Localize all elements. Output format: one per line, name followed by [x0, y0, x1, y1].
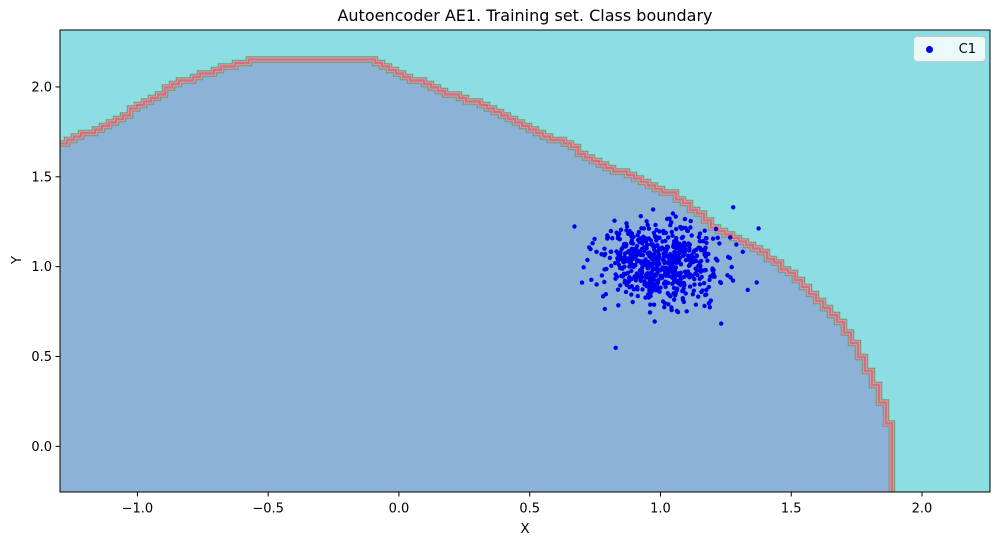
y-tick-label: 0.0	[31, 440, 52, 455]
region-class-inner	[60, 59, 892, 492]
x-tick-label: 2.0	[912, 502, 933, 517]
axis-tick-labels: −1.0 −0.5 0.0 0.5 1.0 1.5 2.0 0.0 0.5 1.0 1.5 2.0	[31, 80, 932, 516]
x-axis-label: X	[520, 521, 530, 537]
x-tick-label: −0.5	[252, 502, 284, 517]
plot-title: Autoencoder AE1. Training set. Class bou…	[337, 6, 713, 25]
y-tick-label: 1.5	[31, 170, 52, 185]
axis-ticks	[55, 86, 923, 497]
y-tick-label: 1.0	[31, 260, 52, 275]
x-tick-label: 0.5	[519, 502, 540, 517]
y-axis-label: Y	[9, 255, 25, 265]
x-tick-label: −1.0	[122, 502, 154, 517]
axes-border	[59, 29, 991, 493]
plot-area	[60, 30, 990, 492]
legend: C1	[913, 36, 986, 62]
x-tick-label: 1.5	[781, 502, 802, 517]
y-tick-label: 2.0	[31, 80, 52, 95]
decision-boundary-line	[60, 56, 896, 492]
legend-marker-dot-icon	[926, 45, 933, 53]
x-tick-label: 0.0	[389, 502, 410, 517]
scatter-series-c1	[572, 205, 761, 350]
x-tick-label: 1.0	[650, 502, 671, 517]
y-tick-label: 0.5	[31, 350, 52, 365]
legend-entry-label: C1	[958, 41, 976, 57]
